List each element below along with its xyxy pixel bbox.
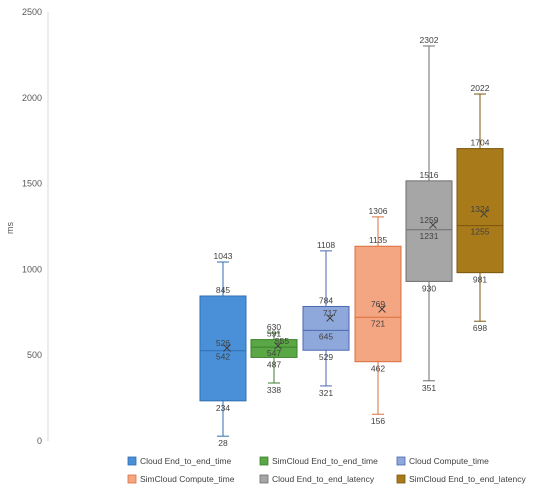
data-label: 630 — [267, 322, 281, 332]
box-iqr — [456, 148, 504, 274]
box-1 — [199, 261, 247, 437]
data-label: 28 — [218, 438, 228, 448]
legend-label: Cloud Compute_time — [409, 456, 489, 466]
box-iqr — [354, 245, 402, 363]
legend-swatch — [259, 474, 269, 484]
y-tick-label: 500 — [27, 350, 42, 360]
legend-label: SimCloud Compute_time — [140, 474, 235, 484]
data-label: 645 — [319, 331, 333, 341]
data-label: 769 — [371, 299, 385, 309]
mean-marker — [480, 209, 488, 218]
box-4 — [354, 216, 402, 415]
axes: 0 500 1000 1500 2000 2500 ms — [5, 7, 49, 446]
legend-swatch — [396, 456, 406, 466]
box-iqr — [302, 305, 350, 351]
legend-swatch — [259, 456, 269, 466]
data-label: 981 — [473, 275, 487, 285]
y-tick-label: 2500 — [22, 7, 42, 17]
y-tick-label: 0 — [37, 436, 42, 446]
mean-marker — [326, 314, 334, 322]
data-label: 487 — [267, 359, 281, 369]
legend-swatch — [396, 474, 406, 484]
mean-marker — [274, 341, 282, 350]
mean-marker — [378, 305, 386, 313]
data-label: 1516 — [420, 170, 439, 180]
data-label: 526 — [216, 338, 230, 348]
data-label: 1255 — [471, 227, 490, 237]
box-3 — [302, 250, 350, 387]
data-label: 845 — [216, 285, 230, 295]
legend: Cloud End_to_end_time SimCloud End_to_end… — [127, 456, 526, 484]
box-2 — [250, 332, 298, 384]
data-label: 1043 — [214, 251, 233, 261]
box-6 — [456, 93, 504, 322]
data-label: 930 — [422, 283, 436, 293]
data-label: 547 — [267, 348, 281, 358]
legend-swatch — [127, 456, 137, 466]
data-label: 529 — [319, 352, 333, 362]
data-label: 156 — [371, 416, 385, 426]
data-label: 1324 — [471, 204, 490, 214]
mean-marker — [223, 344, 231, 352]
data-label: 2302 — [420, 35, 439, 45]
box-series-group — [199, 45, 504, 437]
data-label: 1259 — [420, 215, 439, 225]
data-label: 784 — [319, 295, 333, 305]
data-label: 698 — [473, 323, 487, 333]
legend-swatch — [127, 474, 137, 484]
data-label: 462 — [371, 364, 385, 374]
box-iqr — [199, 295, 247, 402]
y-tick-label: 1500 — [22, 179, 42, 189]
data-label: 234 — [216, 403, 230, 413]
legend-label: Cloud End_to_end_latency — [272, 474, 375, 484]
data-label: 321 — [319, 388, 333, 398]
data-label: 717 — [323, 308, 337, 318]
data-label: 2022 — [471, 83, 490, 93]
y-tick-label: 1000 — [22, 264, 42, 274]
legend-label: SimCloud End_to_end_time — [272, 456, 378, 466]
data-label: 351 — [422, 383, 436, 393]
y-tick-label: 2000 — [22, 93, 42, 103]
box-5 — [405, 45, 453, 382]
data-label: 555 — [275, 336, 289, 346]
data-label: 591 — [267, 329, 281, 339]
data-label: 1231 — [420, 231, 439, 241]
box-iqr — [405, 180, 453, 282]
box-iqr — [250, 339, 298, 358]
legend-label: Cloud End_to_end_time — [140, 456, 231, 466]
data-label: 1135 — [369, 235, 388, 245]
data-label: 721 — [371, 318, 385, 328]
data-label: 1306 — [369, 206, 388, 216]
data-label: 1108 — [317, 240, 336, 250]
data-label: 542 — [216, 352, 230, 362]
data-label: 338 — [267, 385, 281, 395]
data-label: 1704 — [471, 138, 490, 148]
y-axis-title: ms — [5, 222, 15, 234]
legend-label: SimCloud End_to_end_latency — [409, 474, 526, 484]
mean-marker — [429, 221, 437, 229]
